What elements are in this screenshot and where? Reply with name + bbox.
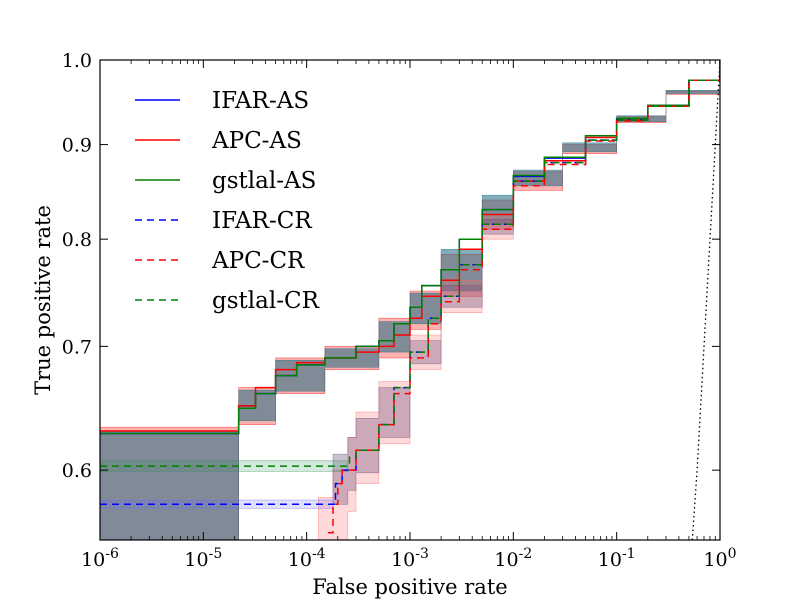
series-lines [100, 60, 720, 540]
y-tick-label: 0.6 [62, 460, 92, 482]
legend: IFAR-AS APC-AS gstlal-AS IFAR-CR APC-CR gstla… [135, 88, 320, 314]
x-tick-label: 10-5 [184, 546, 222, 571]
chance-line [691, 60, 720, 540]
y-tick-label: 0.7 [62, 336, 92, 358]
y-axis-ticks: 0.6 0.7 0.8 0.9 1.0 [62, 50, 720, 482]
y-tick-label: 0.9 [62, 135, 92, 157]
x-tick-label: 10-3 [391, 546, 429, 571]
x-tick-label: 10-4 [288, 546, 326, 571]
legend-label-apc-cr: APC-CR [211, 248, 305, 274]
y-tick-label: 0.8 [62, 229, 92, 251]
x-tick-label: 100 [703, 546, 736, 571]
confidence-bands [100, 60, 720, 540]
y-tick-label: 1.0 [62, 50, 92, 72]
legend-label-gstlal-cr: gstlal-CR [212, 288, 320, 314]
legend-label-gstlal-as: gstlal-AS [212, 168, 316, 194]
x-tick-label: 10-2 [494, 546, 532, 571]
series-line-gstlal-cr [100, 60, 720, 467]
x-tick-label: 10-1 [598, 546, 636, 571]
legend-label-ifar-as: IFAR-AS [212, 88, 309, 114]
x-tick-label: 10-6 [81, 546, 119, 571]
series-line-apc-cr [327, 60, 720, 534]
legend-label-apc-as: APC-AS [211, 128, 302, 154]
legend-label-ifar-cr: IFAR-CR [212, 208, 312, 234]
confidence-band-1 [100, 60, 720, 540]
y-axis-label: True positive rate [31, 205, 55, 395]
x-axis-label: False positive rate [312, 575, 507, 599]
x-axis-ticks: 10-6 10-5 10-4 10-3 10-2 10-1 100 [81, 60, 737, 571]
